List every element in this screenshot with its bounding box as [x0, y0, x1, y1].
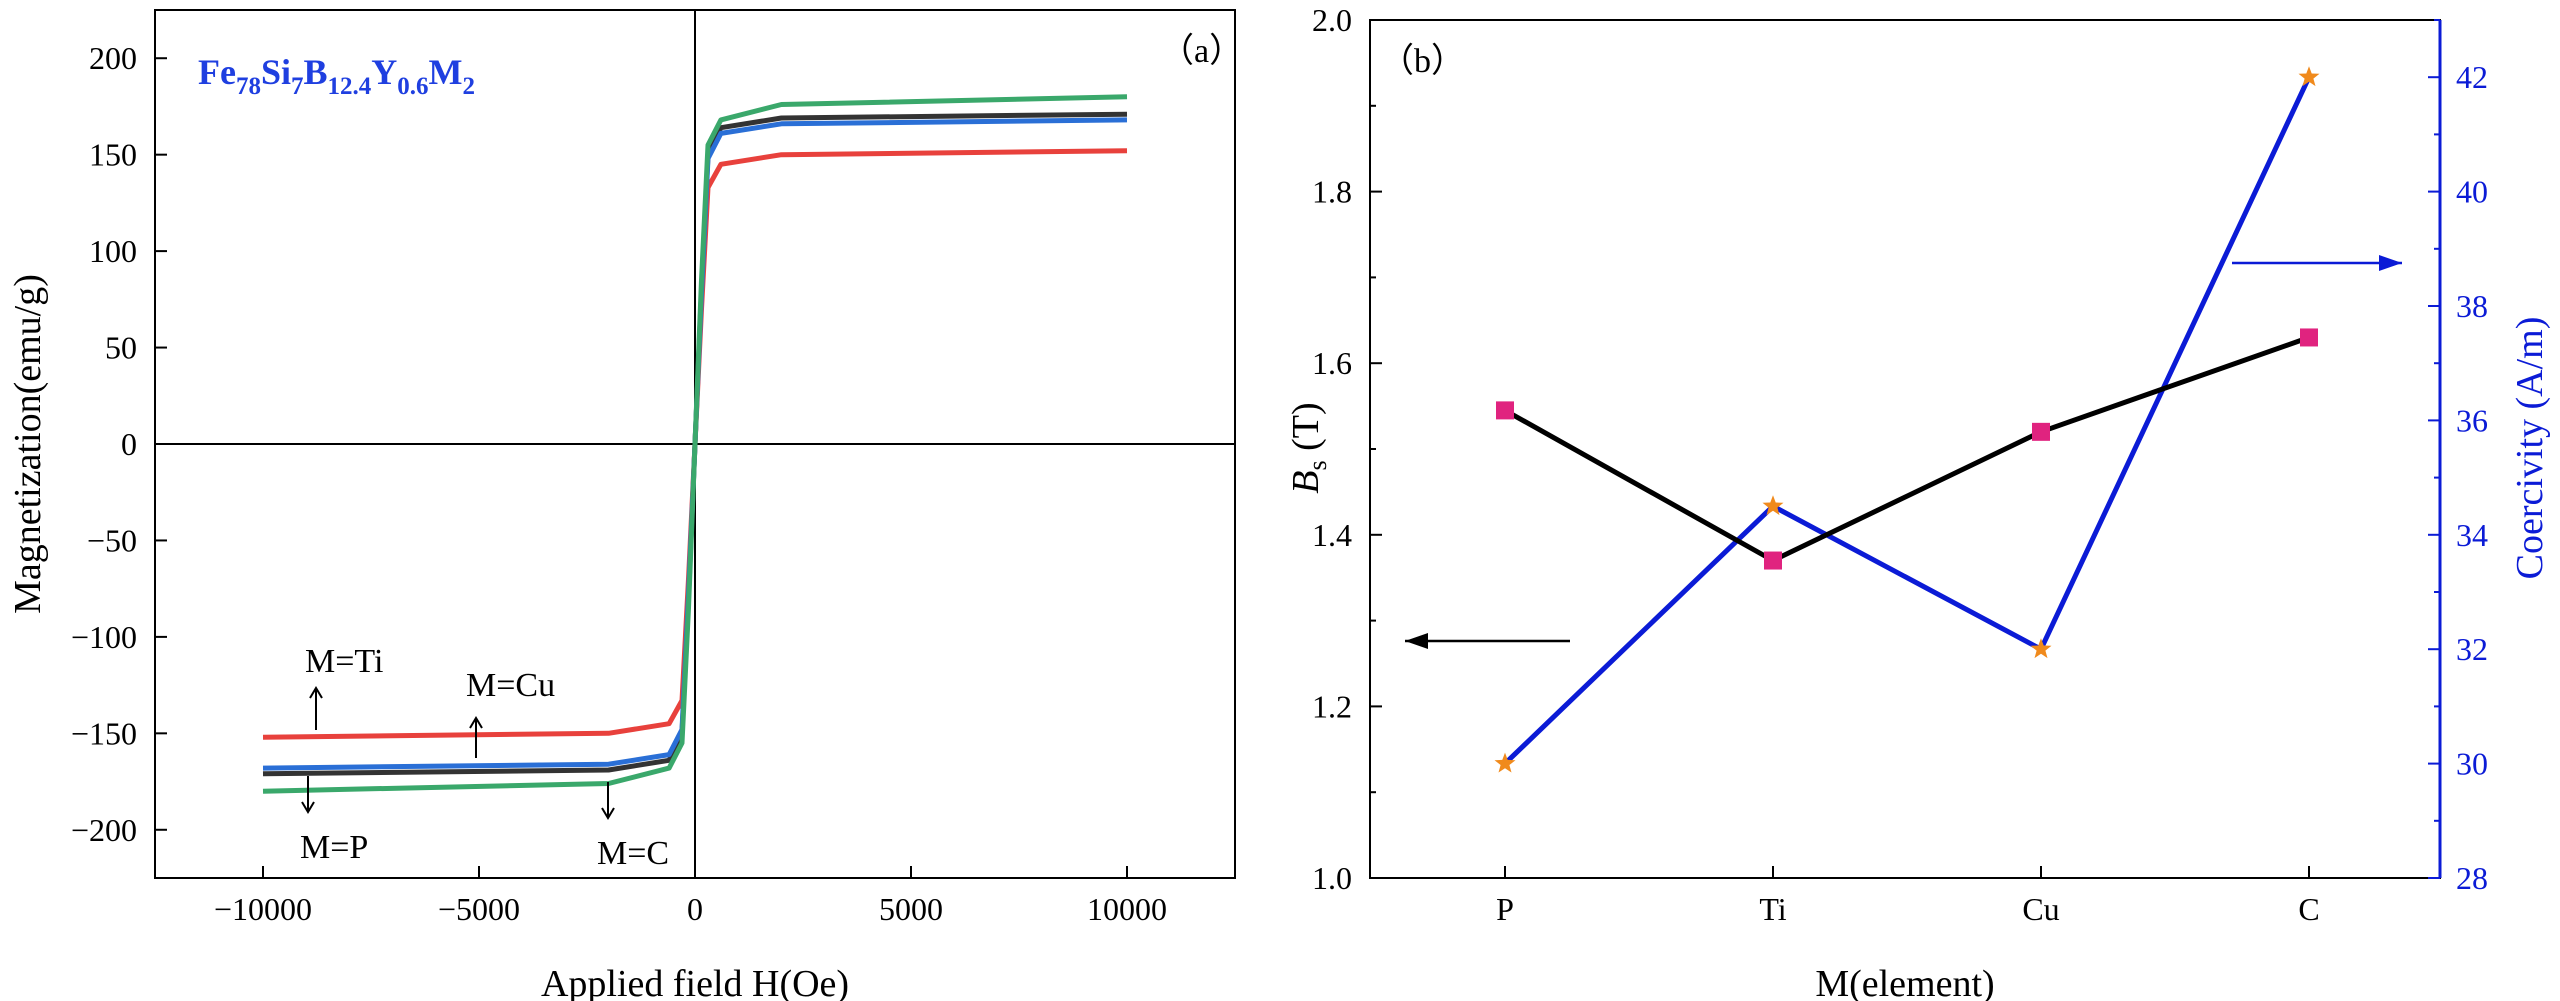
- panel-b-right-tick-label: 42: [2456, 59, 2488, 95]
- panel-a-y-axis-label: Magnetization(emu/g): [7, 274, 49, 614]
- bs-square-marker: [1496, 401, 1514, 420]
- panel-b-series: [1494, 66, 2320, 773]
- panel-b-left-tick-label: 2.0: [1312, 2, 1352, 38]
- panel-b-label: （b）: [1380, 42, 1465, 80]
- panel-b-right-tick-label: 34: [2456, 517, 2488, 553]
- panel-b-right-axis-label: Coercivity (A/m): [2509, 317, 2551, 580]
- panel-a-x-tick-label: 10000: [1087, 891, 1167, 927]
- coercivity-star-marker: [2030, 638, 2052, 659]
- panel-b-x-tick-label: Ti: [1759, 891, 1786, 927]
- panel-b-left-tick-label: 1.4: [1312, 517, 1352, 553]
- panel-b-right-arrow: [2232, 255, 2402, 271]
- panel-a-x-tick-label: 0: [687, 891, 703, 927]
- bs-square-marker: [2300, 328, 2318, 347]
- panel-b-right-tick-label: 28: [2456, 860, 2488, 896]
- panel-b-right-tick-label: 40: [2456, 174, 2488, 210]
- panel-a-curves: [262, 94, 1128, 794]
- panel-a-y-tick-label: −100: [71, 619, 137, 655]
- coercivity-line: [1503, 76, 2312, 766]
- panel-a-formula: Fe78Si7B12.4Y0.6M2: [198, 52, 475, 100]
- panel-a-y-tick-label: −50: [87, 522, 137, 558]
- panel-a-ticks: −10000 −5000 0 5000 10000 200 150 100 50 0 −50 −100…: [71, 40, 1167, 927]
- panel-a-y-tick-label: 150: [89, 137, 137, 173]
- panel-b-left-tick-label: 1.0: [1312, 860, 1352, 896]
- panel-a-x-tick-label: 5000: [879, 891, 943, 927]
- panel-a-y-tick-label: 50: [105, 330, 137, 366]
- panel-b-x-tick-label: C: [2298, 891, 2319, 927]
- panel-b-ticks: P Ti Cu C 1.0 1.2 1.4 1.6 1.8 2.0 28 30 32 34 36 38 40 42: [1312, 2, 2488, 927]
- panel-a-annotation-ti: M=Ti: [305, 643, 383, 680]
- panel-a-y-tick-label: −150: [71, 715, 137, 751]
- panel-a-y-tick-label: 0: [121, 426, 137, 462]
- coercivity-star-marker: [1494, 752, 1516, 773]
- panel-b: P Ti Cu C 1.0 1.2 1.4 1.6 1.8 2.0 28 30 32 34 36 38 40 42…: [1285, 2, 2551, 1001]
- panel-b-left-arrow: [1405, 633, 1570, 649]
- panel-b-left-tick-label: 1.8: [1312, 174, 1352, 210]
- panel-b-x-tick-label: P: [1496, 891, 1514, 927]
- bs-square-marker: [2032, 422, 2050, 441]
- panel-a-x-tick-label: −10000: [214, 891, 312, 927]
- panel-b-plot-frame: [1369, 19, 2441, 879]
- panel-a-annotation-cu: M=Cu: [466, 667, 555, 704]
- panel-b-left-tick-label: 1.6: [1312, 345, 1352, 381]
- panel-a-annotation-arrows: [301, 686, 615, 820]
- hysteresis-curve-c: [262, 94, 1128, 794]
- panel-a: −10000 −5000 0 5000 10000 200 150 100 50 0 −50 −100…: [7, 9, 1243, 1001]
- bs-line: [1503, 335, 2310, 563]
- panel-b-x-tick-label: Cu: [2022, 891, 2059, 927]
- panel-a-annotation-p: M=P: [300, 829, 368, 866]
- panel-a-y-tick-label: −200: [71, 812, 137, 848]
- bs-square-marker: [1764, 551, 1782, 570]
- coercivity-star-marker: [2298, 66, 2320, 87]
- panel-b-right-tick-label: 32: [2456, 631, 2488, 667]
- panel-b-left-tick-label: 1.2: [1312, 688, 1352, 724]
- panel-a-y-tick-label: 200: [89, 40, 137, 76]
- panel-b-left-axis-label: Bs (T): [1285, 402, 1332, 493]
- panel-a-x-tick-label: −5000: [438, 891, 520, 927]
- panel-a-y-tick-label: 100: [89, 233, 137, 269]
- panel-a-x-axis-label: Applied field H(Oe): [541, 963, 849, 1001]
- panel-b-right-tick-label: 38: [2456, 288, 2488, 324]
- panel-a-annotation-c: M=C: [597, 835, 669, 872]
- panel-b-right-tick-label: 36: [2456, 402, 2488, 438]
- panel-b-x-axis-label: M(element): [1815, 963, 1994, 1001]
- panel-b-right-tick-label: 30: [2456, 746, 2488, 782]
- coercivity-star-marker: [1762, 495, 1784, 516]
- panel-a-label: （a）: [1160, 32, 1243, 70]
